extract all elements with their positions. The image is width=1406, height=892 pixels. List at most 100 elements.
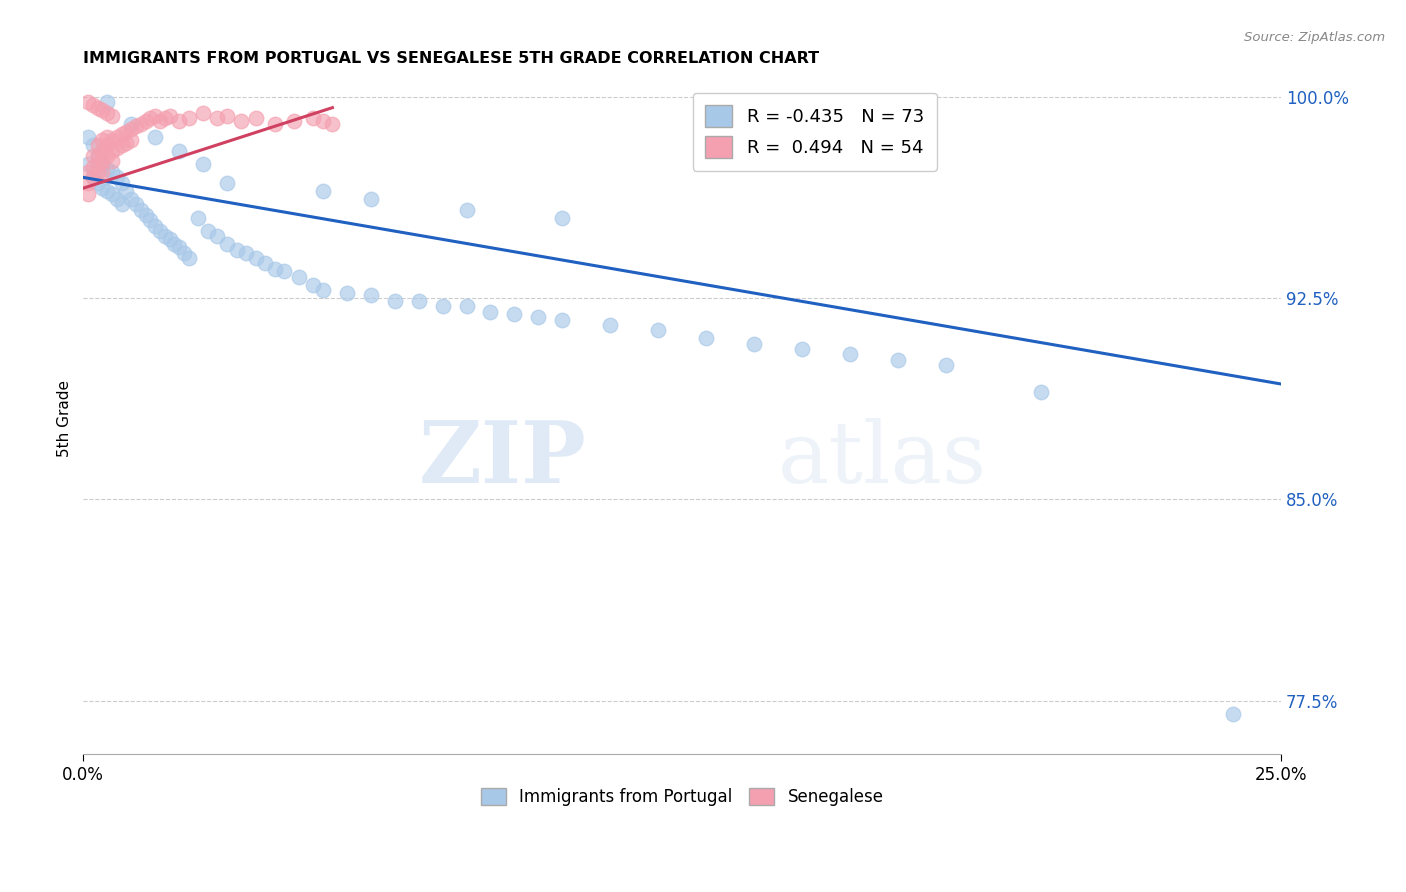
Point <box>77 176 100 190</box>
Point <box>191 157 214 171</box>
Point <box>82 149 104 163</box>
Point <box>96 130 118 145</box>
Point <box>177 251 200 265</box>
Point <box>143 109 166 123</box>
Point <box>82 170 104 185</box>
Point <box>77 157 100 171</box>
Point <box>129 117 152 131</box>
Point <box>503 307 526 321</box>
Point <box>215 176 238 190</box>
Point <box>77 130 100 145</box>
Point <box>551 211 574 225</box>
Point <box>177 112 200 126</box>
Point <box>245 251 267 265</box>
Point <box>456 299 478 313</box>
Point <box>96 149 118 163</box>
Point <box>231 114 253 128</box>
Point <box>245 112 267 126</box>
Point <box>82 170 104 185</box>
Point <box>86 157 108 171</box>
Point <box>86 149 108 163</box>
Point <box>96 106 118 120</box>
Point <box>86 165 108 179</box>
Point <box>120 122 142 136</box>
Point <box>110 138 132 153</box>
Point <box>96 95 118 110</box>
Y-axis label: 5th Grade: 5th Grade <box>58 380 72 458</box>
Point <box>96 162 118 177</box>
Point <box>77 165 100 179</box>
Point <box>302 112 325 126</box>
Point <box>273 264 295 278</box>
Point <box>159 232 181 246</box>
Point <box>215 237 238 252</box>
Point <box>135 208 157 222</box>
Point <box>110 128 132 142</box>
Point <box>163 237 186 252</box>
Point <box>91 144 114 158</box>
Point <box>125 197 148 211</box>
Point <box>96 138 118 153</box>
Point <box>120 192 142 206</box>
Point <box>187 211 209 225</box>
Point <box>527 310 550 324</box>
Point <box>149 224 172 238</box>
Point <box>91 157 114 171</box>
Point <box>215 109 238 123</box>
Point <box>695 331 717 345</box>
Point <box>77 95 100 110</box>
Point <box>82 160 104 174</box>
Point <box>91 165 114 179</box>
Point <box>288 269 311 284</box>
Point <box>82 98 104 112</box>
Point <box>115 136 138 150</box>
Point <box>91 181 114 195</box>
Point <box>105 192 128 206</box>
Point <box>143 219 166 233</box>
Point <box>191 106 214 120</box>
Point <box>408 293 430 308</box>
Point <box>129 202 152 217</box>
Point <box>360 288 382 302</box>
Point <box>167 240 190 254</box>
Point <box>120 117 142 131</box>
Point <box>115 125 138 139</box>
Point <box>101 109 124 123</box>
Point <box>235 245 257 260</box>
Point <box>312 283 335 297</box>
Point <box>207 112 229 126</box>
Point <box>321 117 343 131</box>
Point <box>120 133 142 147</box>
Point <box>264 261 287 276</box>
Point <box>110 176 132 190</box>
Point <box>135 114 157 128</box>
Point <box>167 114 190 128</box>
Point <box>77 186 100 201</box>
Point <box>96 184 118 198</box>
Point <box>149 114 172 128</box>
Point <box>101 154 124 169</box>
Point <box>742 336 765 351</box>
Point <box>1031 384 1053 399</box>
Point <box>384 293 406 308</box>
Point <box>101 133 124 147</box>
Point <box>432 299 454 313</box>
Point <box>935 358 957 372</box>
Point <box>105 170 128 185</box>
Text: IMMIGRANTS FROM PORTUGAL VS SENEGALESE 5TH GRADE CORRELATION CHART: IMMIGRANTS FROM PORTUGAL VS SENEGALESE 5… <box>83 51 820 66</box>
Point <box>139 213 162 227</box>
Point <box>86 138 108 153</box>
Point <box>91 133 114 147</box>
Point <box>173 245 195 260</box>
Point <box>86 101 108 115</box>
Point <box>197 224 219 238</box>
Point <box>167 144 190 158</box>
Point <box>886 352 908 367</box>
Point <box>479 304 502 318</box>
Text: ZIP: ZIP <box>419 417 586 501</box>
Point <box>254 256 277 270</box>
Point <box>647 323 669 337</box>
Point <box>153 229 176 244</box>
Point <box>101 186 124 201</box>
Point <box>101 144 124 158</box>
